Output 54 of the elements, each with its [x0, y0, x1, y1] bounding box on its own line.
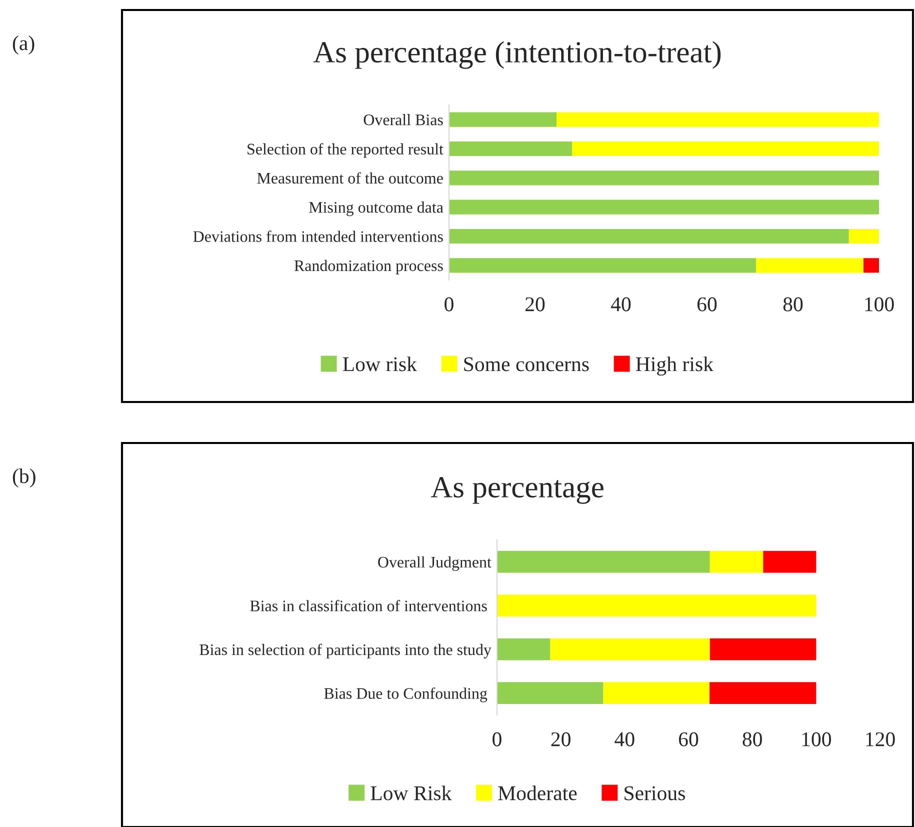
x-tick-label: 60 [697, 297, 717, 312]
text: (a) [12, 36, 34, 54]
chart-title: As percentage (intention-to-treat) [313, 41, 721, 69]
y-tick-label: Deviations from intended interventions [193, 230, 443, 242]
text: (b) [12, 468, 36, 488]
bar [864, 258, 879, 273]
legend-label: Some concerns [464, 357, 589, 372]
bar [449, 258, 756, 273]
x-tick-label: 0 [444, 297, 454, 312]
y-tick-label: Bias in selection of participants into the study [200, 644, 492, 658]
bar [603, 682, 710, 704]
bar [497, 594, 816, 617]
bar [710, 638, 816, 660]
x-tick-label: 100 [802, 732, 831, 746]
bar [497, 638, 550, 660]
y-tick-label: Overall Judgment [378, 556, 492, 571]
x-tick-label: 80 [742, 732, 762, 746]
x-tick-label: 40 [614, 732, 634, 746]
x-tick-label: 20 [526, 297, 545, 312]
bar [449, 112, 556, 127]
x-tick-label: 20 [551, 732, 570, 746]
bar [497, 550, 710, 573]
bar [572, 141, 879, 156]
x-tick-label: 100 [865, 297, 894, 312]
legend-label: Low Risk [370, 786, 452, 800]
x-tick-label: 60 [678, 732, 698, 746]
bar [556, 112, 879, 127]
y-tick-label: Overall Bias [364, 114, 443, 126]
bar [497, 682, 604, 704]
y-tick-label: Selection of the reported result [248, 143, 444, 158]
bar [449, 228, 849, 244]
bar [449, 170, 879, 186]
y-tick-label: Bias Due to Confounding [324, 688, 488, 702]
x-tick-label: 40 [610, 297, 631, 312]
legend-label: Serious [624, 786, 685, 800]
legend-label: High risk [636, 356, 714, 376]
y-tick-label: Mising outcome data [309, 202, 444, 216]
chart-title: As percentage [430, 477, 604, 504]
bar [763, 550, 816, 573]
bar [710, 550, 764, 573]
y-tick-label: Bias in classification of interventions [250, 600, 487, 612]
legend-label: Moderate [498, 786, 577, 800]
legend-label: Low risk [342, 356, 417, 372]
y-tick-label: Randomization process [294, 260, 443, 274]
bar [848, 228, 879, 244]
bar [710, 682, 816, 704]
x-tick-label: 0 [492, 732, 502, 746]
bar [756, 258, 864, 273]
bar [449, 141, 572, 156]
y-tick-label: Measurement of the outcome [257, 172, 443, 184]
bar [449, 200, 879, 214]
bar [550, 638, 710, 660]
x-tick-label: 120 [866, 732, 895, 746]
x-tick-label: 80 [783, 297, 803, 312]
